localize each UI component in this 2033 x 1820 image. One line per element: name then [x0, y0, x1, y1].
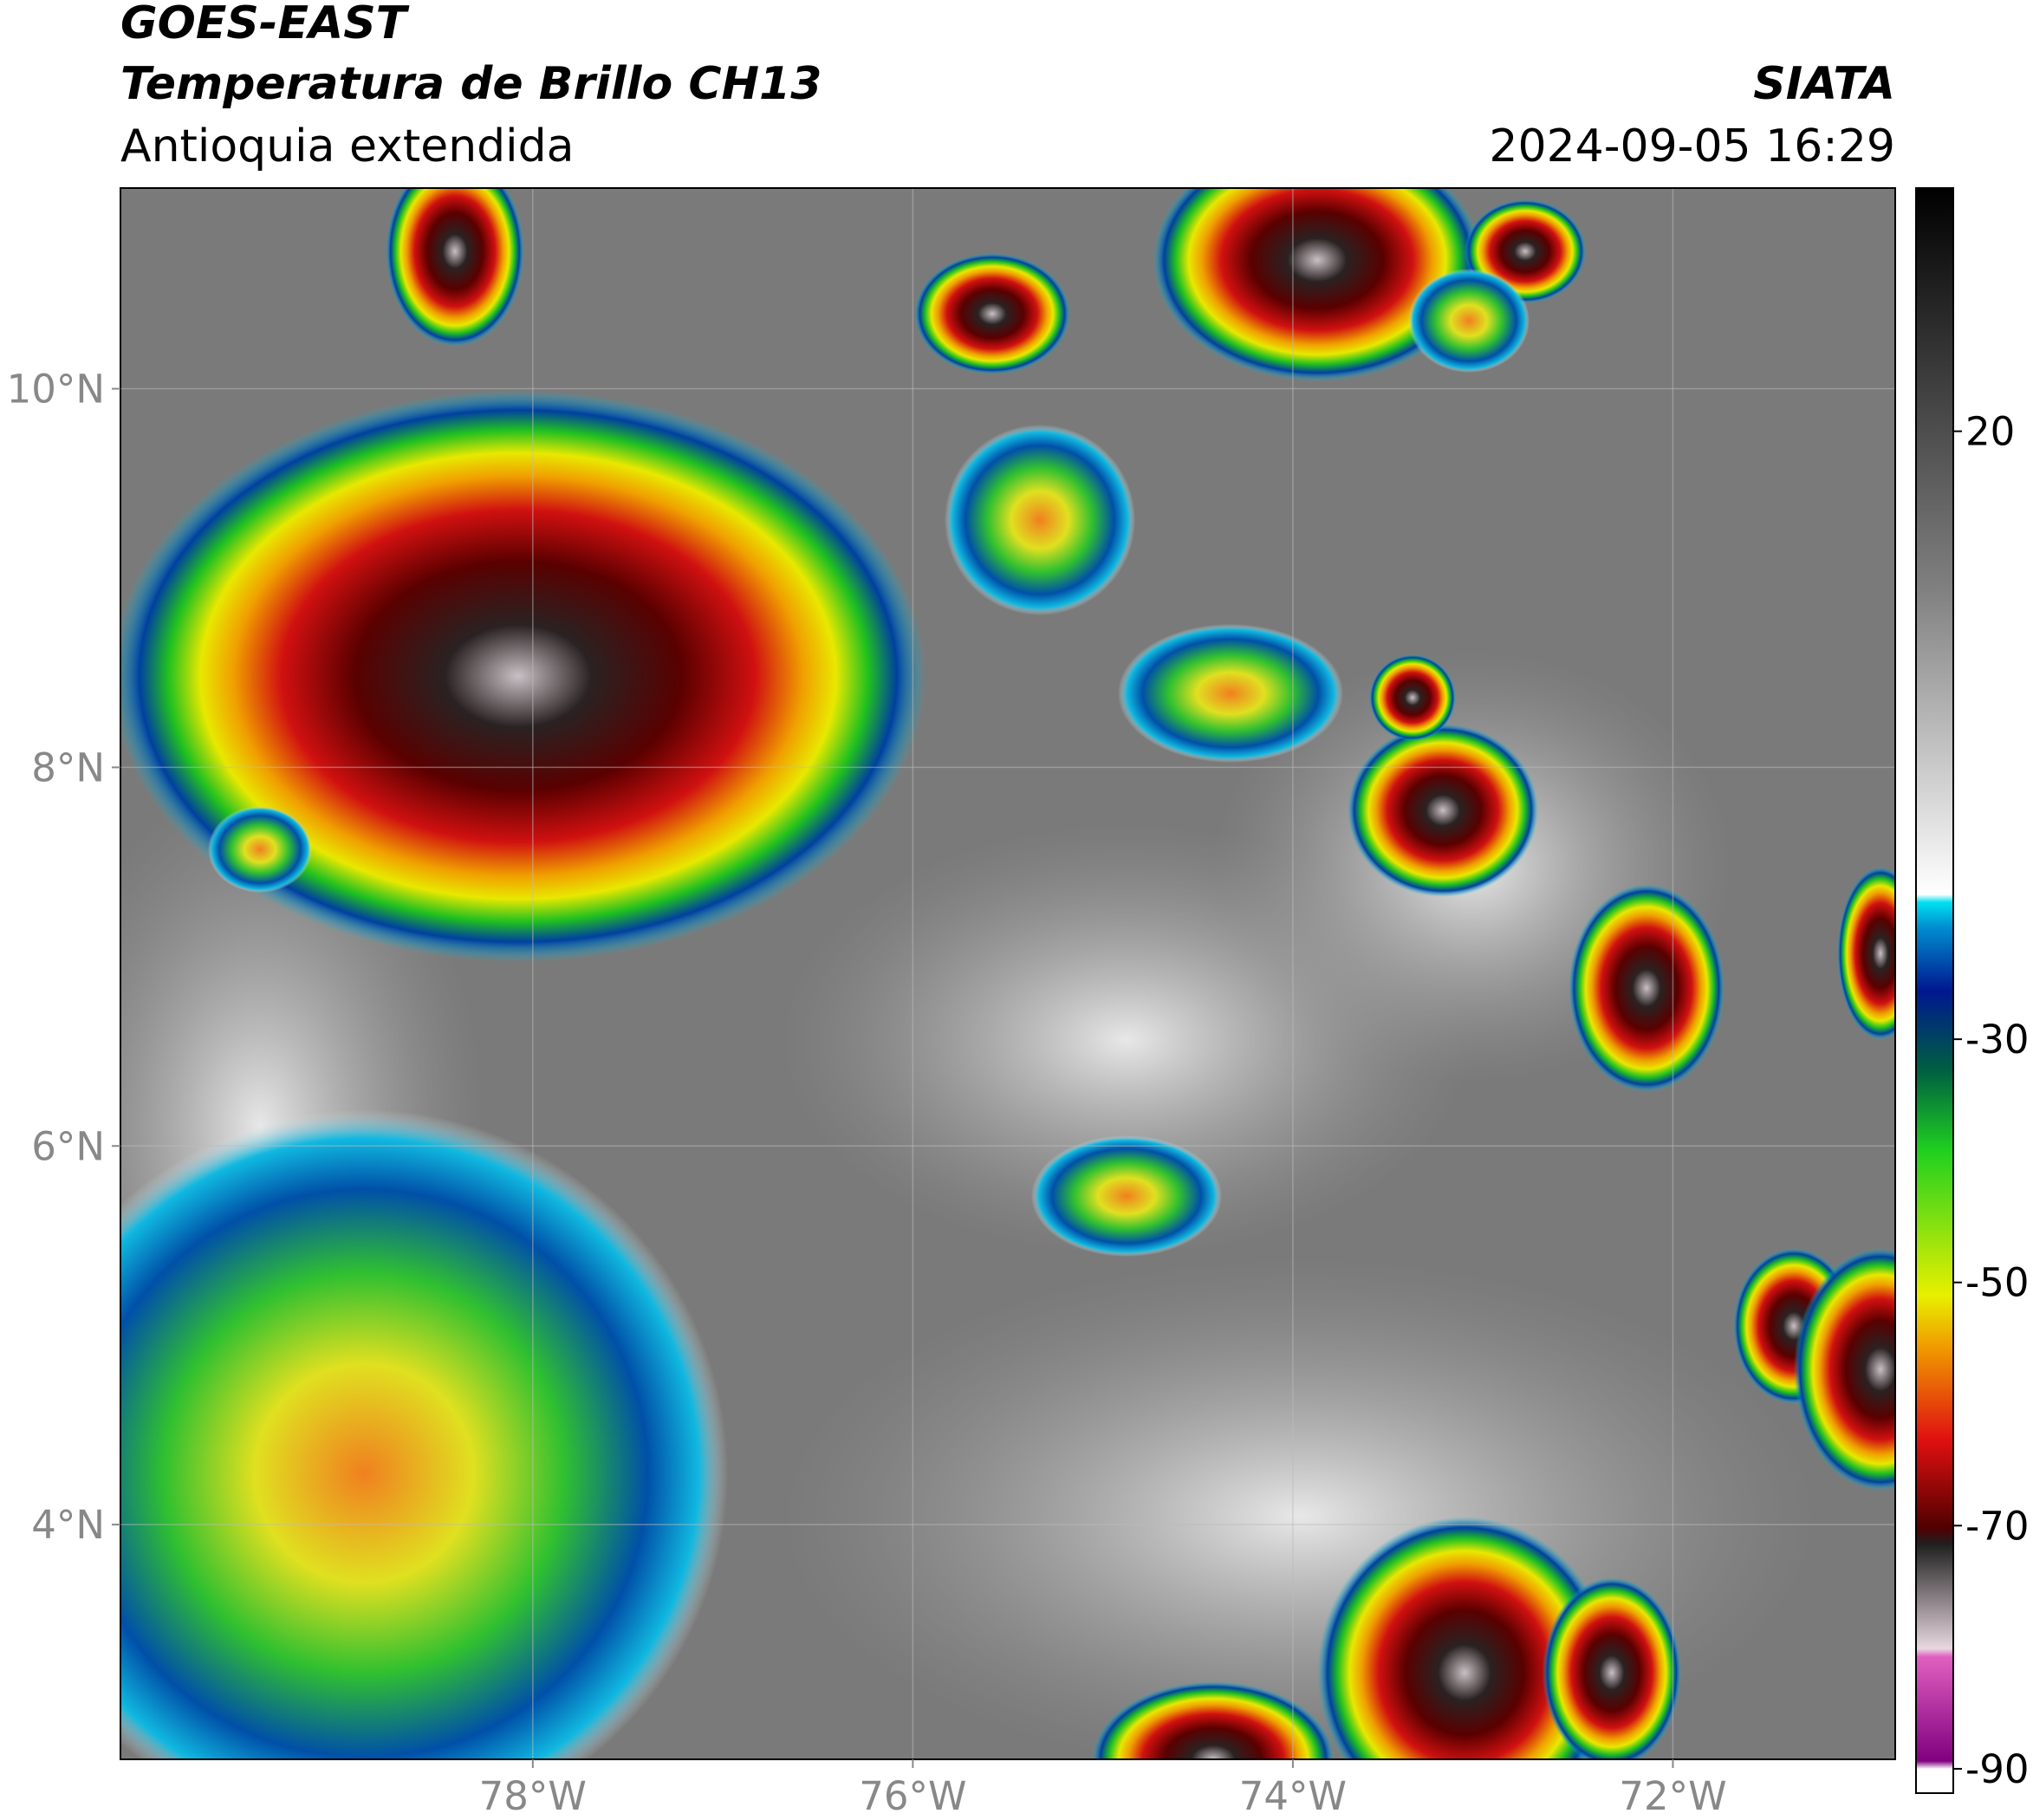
colorbar-label: -50 — [1965, 1260, 2030, 1306]
source: SIATA — [1753, 58, 1895, 110]
grid — [120, 188, 1895, 1759]
datetime: 2024-09-05 16:29 — [1489, 120, 1895, 172]
region: Antioquia extendida — [120, 120, 575, 172]
colorbar — [1915, 187, 1954, 1794]
colorbar-label: -30 — [1965, 1017, 2030, 1063]
subtitle: Temperatura de Brillo CH13 — [120, 58, 822, 110]
title: GOES-EAST — [120, 0, 410, 49]
colorbar-label: 20 — [1965, 409, 2015, 455]
y-tick-label: 8°N — [31, 744, 105, 790]
map-image — [120, 188, 1895, 1759]
y-tick-label: 6°N — [31, 1123, 105, 1169]
y-tick-label: 10°N — [7, 367, 105, 413]
x-tick-label: 74°W — [1239, 1773, 1347, 1819]
colorbar-label: -70 — [1965, 1503, 2030, 1549]
map-frame — [120, 187, 1896, 1760]
x-tick-label: 72°W — [1619, 1773, 1726, 1819]
colorbar-label: -90 — [1965, 1746, 2030, 1792]
x-tick-label: 76°W — [859, 1773, 966, 1819]
y-tick-label: 4°N — [31, 1502, 105, 1548]
x-tick-label: 78°W — [479, 1773, 587, 1819]
